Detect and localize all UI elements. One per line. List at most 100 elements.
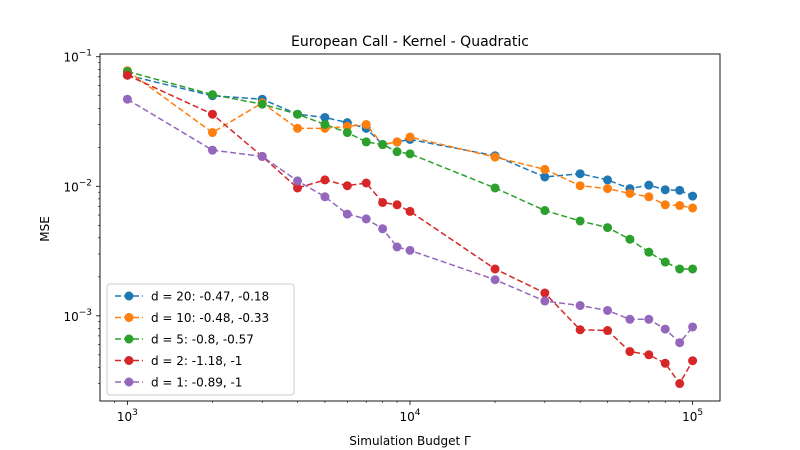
data-point	[342, 181, 352, 191]
legend-marker	[124, 313, 134, 322]
data-point	[405, 149, 415, 159]
data-point	[603, 326, 613, 336]
legend-item: d = 20: -0.47, -0.18	[115, 290, 269, 304]
data-point	[575, 301, 585, 311]
series-2	[122, 66, 698, 274]
data-point	[675, 264, 685, 274]
data-point	[603, 175, 613, 185]
y-tick-label: 10−1	[63, 49, 92, 65]
data-point	[490, 275, 500, 285]
data-point	[660, 257, 670, 267]
data-point	[490, 152, 500, 162]
data-point	[644, 247, 654, 257]
y-tick-label: 10−2	[63, 178, 92, 194]
data-point	[540, 172, 550, 182]
data-point	[490, 264, 500, 274]
data-point	[342, 209, 352, 219]
legend-item: d = 2: -1.18, -1	[115, 354, 242, 368]
x-axis-label: Simulation Budget Γ	[349, 434, 471, 448]
data-point	[361, 137, 371, 147]
data-point	[361, 214, 371, 224]
data-point	[378, 140, 388, 150]
data-point	[207, 145, 217, 155]
data-point	[122, 70, 132, 80]
legend-label: d = 20: -0.47, -0.18	[151, 290, 269, 304]
data-point	[540, 164, 550, 174]
data-point	[320, 119, 330, 129]
data-point	[575, 325, 585, 335]
series-3	[122, 70, 698, 389]
legend-label: d = 2: -1.18, -1	[151, 354, 242, 368]
legend-item: d = 5: -0.8, -0.57	[115, 333, 254, 347]
legend-item: d = 1: -0.89, -1	[115, 376, 242, 390]
legend-label: d = 5: -0.8, -0.57	[151, 333, 254, 347]
data-point	[540, 206, 550, 216]
data-point	[207, 128, 217, 138]
plot-area	[122, 66, 698, 389]
series-4	[122, 94, 698, 348]
data-point	[625, 188, 635, 198]
x-tick-label: 104	[399, 408, 420, 424]
data-point	[540, 288, 550, 298]
data-point	[257, 151, 267, 161]
data-point	[688, 322, 698, 332]
data-point	[675, 338, 685, 348]
data-point	[320, 175, 330, 185]
data-point	[490, 183, 500, 193]
data-point	[675, 185, 685, 195]
legend-label: d = 10: -0.48, -0.33	[151, 311, 269, 325]
data-point	[540, 296, 550, 306]
data-point	[405, 245, 415, 255]
chart-title: European Call - Kernel - Quadratic	[291, 34, 529, 50]
data-point	[603, 184, 613, 194]
data-point	[660, 358, 670, 368]
legend-item: d = 10: -0.48, -0.33	[115, 311, 269, 325]
data-point	[660, 185, 670, 195]
data-point	[625, 234, 635, 244]
data-point	[342, 121, 352, 131]
data-point	[575, 181, 585, 191]
data-point	[625, 314, 635, 324]
data-point	[122, 94, 132, 104]
data-point	[207, 90, 217, 100]
data-point	[644, 350, 654, 360]
data-point	[320, 192, 330, 202]
legend-marker	[124, 356, 134, 365]
legend-marker	[124, 377, 134, 387]
data-point	[688, 191, 698, 201]
data-point	[392, 147, 402, 157]
data-point	[392, 242, 402, 252]
legend-marker	[124, 291, 134, 301]
data-point	[257, 99, 267, 109]
data-point	[293, 109, 303, 119]
data-point	[320, 112, 330, 122]
data-point	[575, 216, 585, 226]
data-point	[575, 169, 585, 179]
data-point	[378, 197, 388, 207]
data-point	[660, 200, 670, 210]
data-point	[361, 119, 371, 129]
data-point	[688, 203, 698, 213]
data-point	[675, 201, 685, 211]
data-point	[378, 224, 388, 234]
legend: d = 20: -0.47, -0.18 d = 10: -0.48, -0.33…	[106, 283, 295, 396]
legend-box	[106, 283, 295, 396]
data-point	[293, 183, 303, 193]
data-point	[293, 176, 303, 186]
data-point	[644, 192, 654, 202]
data-point	[603, 305, 613, 315]
data-point	[675, 379, 685, 389]
data-point	[688, 264, 698, 274]
y-axis-label: MSE	[38, 216, 52, 242]
data-point	[392, 137, 402, 147]
x-tick-label: 105	[682, 408, 703, 424]
data-point	[660, 324, 670, 334]
data-point	[644, 314, 654, 324]
data-point	[405, 206, 415, 216]
data-point	[342, 128, 352, 138]
legend-label: d = 1: -0.89, -1	[151, 376, 242, 390]
data-point	[207, 109, 217, 119]
data-point	[688, 356, 698, 366]
data-point	[293, 123, 303, 133]
